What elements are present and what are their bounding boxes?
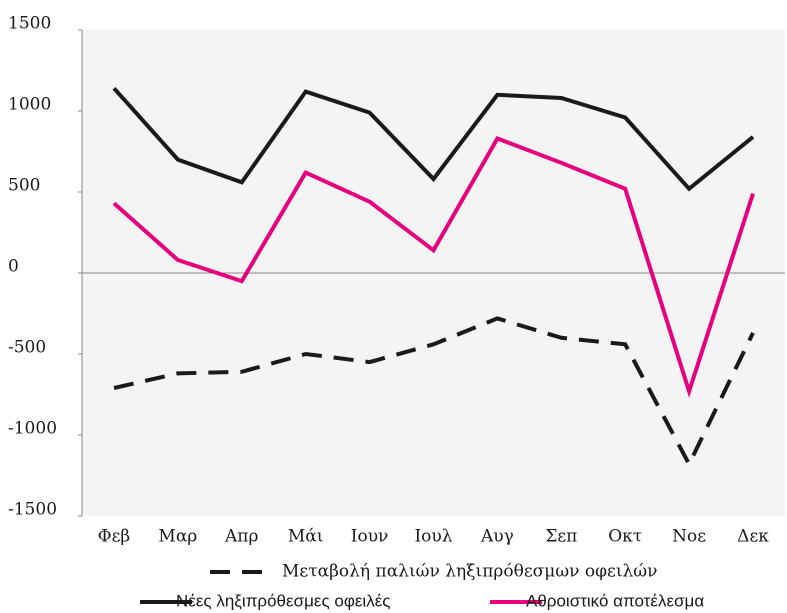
y-tick-label: -1500: [8, 500, 57, 520]
legend-label: Αθροιστικό αποτέλεσμα: [526, 591, 704, 610]
series-line: [112, 86, 755, 192]
x-tick-label: Αυγ: [480, 527, 514, 547]
x-tick-label: Οκτ: [608, 527, 642, 547]
x-tick-label: Ιουλ: [414, 527, 452, 547]
y-tick-label: 500: [8, 176, 40, 196]
y-tick-label: -500: [8, 338, 46, 358]
x-tick-label: Φεβ: [98, 527, 131, 547]
series-line: [113, 316, 755, 469]
legend-label: Μεταβολή παλιών ληξιπρόθεσμων οφειλών: [282, 562, 658, 582]
x-tick-label: Δεκ: [737, 527, 769, 547]
x-tick-label: Μάι: [288, 527, 324, 547]
x-tick-label: Απρ: [224, 527, 258, 547]
x-tick-label: Νοε: [672, 527, 706, 547]
series-line: [112, 136, 755, 398]
legend-label: Νέες ληξιπρόθεσμες οφειλές: [176, 591, 390, 610]
y-tick-label: -1000: [8, 419, 57, 439]
x-tick-label: Σεπ: [545, 527, 577, 547]
x-tick-label: Μαρ: [158, 527, 197, 547]
y-tick-label: 0: [8, 257, 19, 277]
y-tick-label: 1000: [8, 95, 51, 115]
x-tick-label: Ιουν: [351, 527, 389, 547]
y-tick-label: 1500: [8, 14, 51, 34]
